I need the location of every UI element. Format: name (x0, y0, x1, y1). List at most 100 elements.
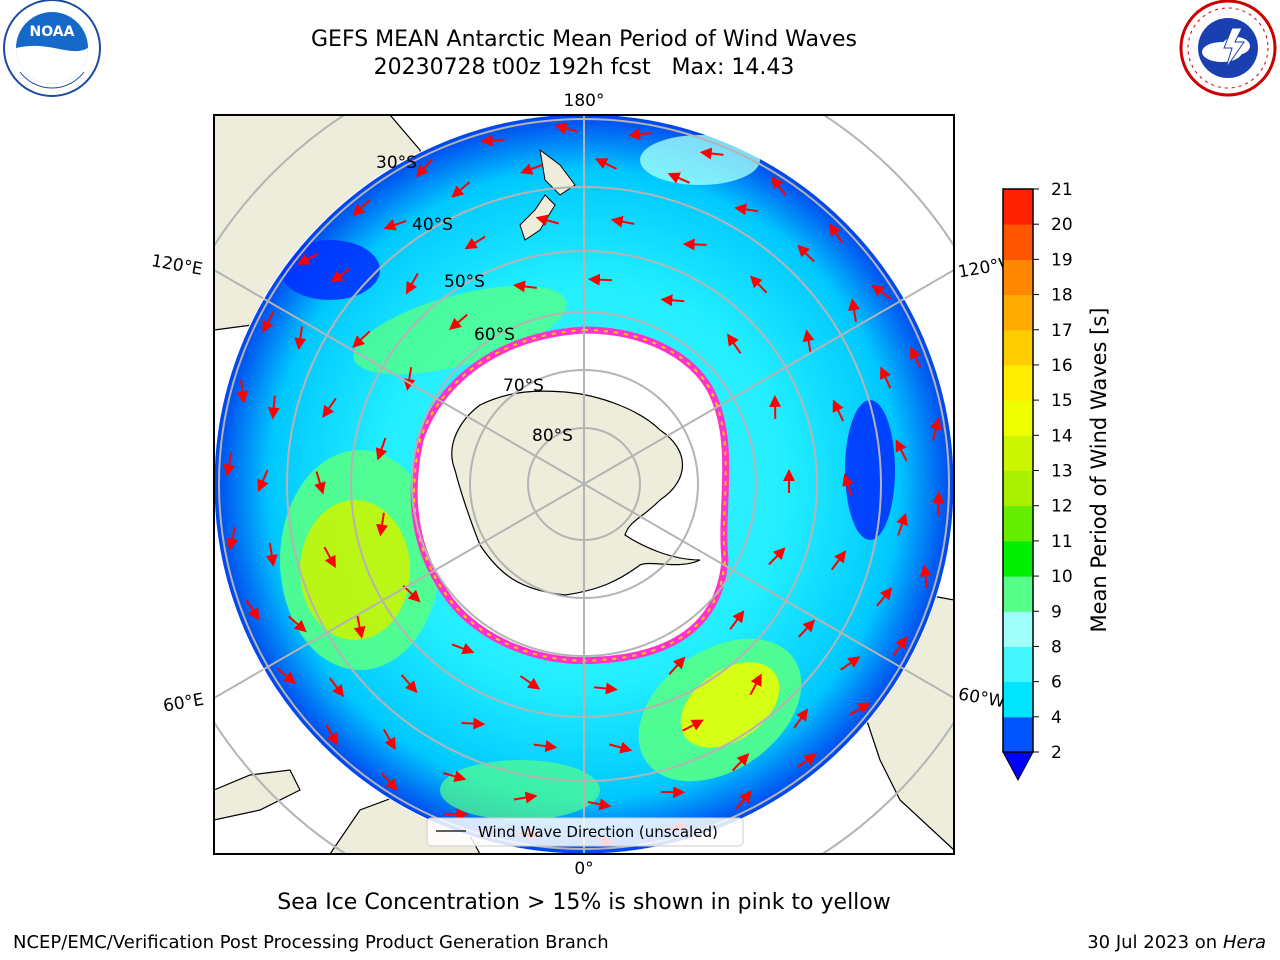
colorbar-segment (1003, 224, 1033, 260)
wind-wave-arrow (909, 346, 922, 369)
wind-wave-arrow (682, 238, 707, 251)
wind-wave-arrow (660, 294, 685, 307)
wind-wave-arrow (288, 615, 307, 633)
colorbar: 2 4 6 8 9 10 11 12 13 14 15 16 17 18 19 20 21 Mean Perio… (1002, 180, 1111, 782)
lon-label-180: 180° (564, 91, 605, 111)
wind-wave-arrow (223, 452, 236, 477)
wind-wave-arrow (828, 223, 844, 244)
wind-wave-arrow (932, 491, 945, 516)
colorbar-tick-label: 14 (1051, 426, 1073, 446)
wind-wave-arrow (405, 272, 419, 295)
wind-wave-arrow (587, 798, 612, 811)
wind-wave-arrow (848, 298, 860, 323)
wind-wave-arrow (257, 469, 269, 492)
wind-wave-arrow (919, 564, 932, 589)
wind-wave-arrow (294, 326, 307, 351)
wind-wave-arrow (797, 619, 816, 638)
sea-ice-note: Sea Ice Concentration > 15% is shown in … (277, 890, 891, 915)
nws-logo (1179, 0, 1277, 97)
colorbar-tick-label: 17 (1051, 321, 1073, 341)
wind-wave-arrow (876, 587, 893, 607)
wind-wave-arrow (444, 808, 469, 821)
wind-wave-arrow (382, 728, 396, 751)
wind-wave-arrow (628, 128, 653, 141)
wind-wave-arrow (896, 512, 908, 536)
wind-wave-arrow (513, 280, 537, 293)
wind-wave-arrow (727, 333, 742, 354)
wind-wave-arrow (830, 550, 847, 571)
wind-wave-arrow (797, 244, 815, 263)
colorbar-tick-label: 21 (1051, 180, 1073, 200)
footer-date: 30 Jul 2023 on Hera (1087, 932, 1266, 953)
colorbar-segment (1003, 470, 1033, 507)
wind-wave-arrow (771, 176, 787, 197)
wind-wave-arrow (376, 512, 388, 537)
wind-wave-arrow (849, 702, 871, 716)
wind-wave-arrow (325, 724, 338, 746)
wind-wave-arrow (451, 643, 475, 655)
wind-wave-arrow (749, 275, 768, 294)
colorbar-tick-label: 4 (1051, 708, 1062, 728)
wind-wave-arrow (451, 181, 471, 198)
lon-label-60w: 60°W (957, 684, 1007, 712)
colorbar-segment (1003, 259, 1033, 296)
wind-wave-arrow (593, 682, 618, 695)
wind-wave-arrow (667, 172, 690, 184)
lon-label-0: 0° (574, 859, 593, 879)
new-zealand-land (519, 148, 576, 241)
colorbar-tick-label: 18 (1051, 286, 1073, 306)
wind-wave-arrow (383, 219, 407, 231)
wind-wave-arrow (267, 395, 280, 420)
colorbar-tick-label: 11 (1051, 532, 1073, 552)
colorbar-segment (1003, 435, 1033, 471)
colorbar-tick-label: 10 (1051, 567, 1073, 587)
wind-wave-arrow (480, 134, 505, 147)
colorbar-segments (1003, 189, 1033, 753)
wind-wave-arrow (400, 674, 418, 694)
wind-wave-arrow (262, 311, 275, 334)
wind-wave-arrow (731, 753, 750, 772)
wind-wave-arrow (768, 547, 786, 566)
colorbar-ticks: 2 4 6 8 9 10 11 12 13 14 15 16 17 18 19 20 21 (1033, 180, 1073, 763)
footer-credit: NCEP/EMC/Verification Post Processing Pr… (13, 932, 609, 953)
colorbar-segment (1003, 364, 1033, 401)
colorbar-segment (1003, 329, 1033, 366)
wind-wave-arrow (245, 599, 260, 621)
colorbar-tick-label: 9 (1051, 602, 1062, 622)
wind-wave-arrow (330, 267, 351, 283)
map-frame (213, 114, 955, 855)
graticule (214, 115, 954, 854)
wind-wave-arrow (322, 397, 337, 419)
wind-wave-arrow (236, 379, 249, 404)
wind-wave-arrow (513, 791, 538, 804)
wind-wave-arrow (587, 273, 612, 286)
wind-wave-arrow (892, 636, 908, 657)
wind-wave-arrow (380, 772, 398, 791)
colorbar-segment (1003, 646, 1033, 683)
latitude-labels: 30°S 40°S 50°S 60°S 70°S 80°S (376, 153, 573, 446)
wind-wave-arrow (879, 366, 892, 389)
lat-label-50s: 50°S (444, 272, 485, 292)
lat-label-70s: 70°S (503, 376, 544, 396)
colorbar-tick-label: 15 (1051, 391, 1073, 411)
footer-machine: Hera (1222, 932, 1266, 953)
colorbar-tick-label: 19 (1051, 250, 1073, 270)
wind-wave-arrow (352, 330, 371, 348)
wind-wave-arrow (735, 790, 752, 810)
colorbar-tick-label: 20 (1051, 215, 1073, 235)
lat-label-40s: 40°S (412, 215, 453, 235)
colorbar-tick-label: 13 (1051, 462, 1073, 482)
figure-canvas: NOAA (3, 0, 1277, 879)
wind-wave-arrow (519, 675, 541, 690)
wind-wave-arrow (610, 215, 635, 228)
colorbar-segment (1003, 400, 1033, 436)
wind-wave-arrow (461, 717, 486, 730)
colorbar-extend-arrow (1002, 751, 1034, 782)
colorbar-segment (1003, 189, 1033, 225)
chart-subtitle-run: 20230728 t00z 192h fcst Max: 14.43 (373, 55, 795, 80)
colorbar-tick-label: 2 (1051, 743, 1062, 763)
colorbar-segment (1003, 505, 1033, 542)
wind-wave-arrow (353, 615, 366, 639)
wind-wave-arrow (793, 708, 809, 729)
colorbar-title: Mean Period of Wind Waves [s] (1087, 308, 1111, 633)
